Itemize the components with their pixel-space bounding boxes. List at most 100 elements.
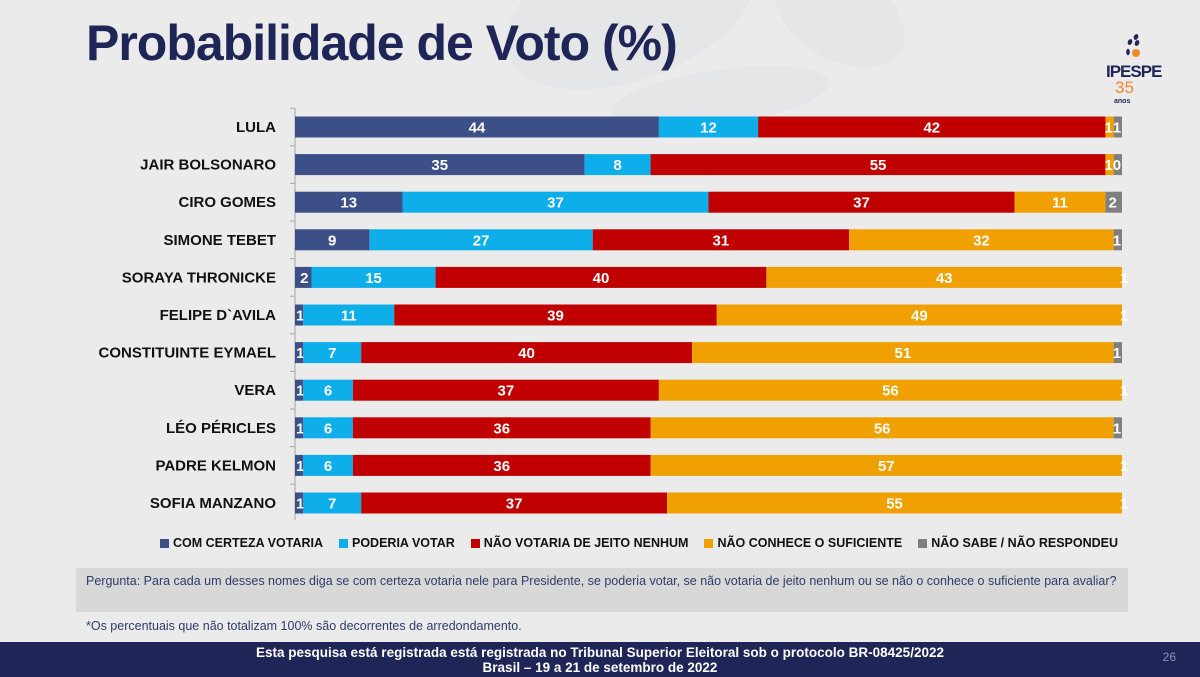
legend-swatch: [160, 538, 169, 548]
logo-years-label: anos: [1114, 98, 1131, 105]
category-label: SORAYA THRONICKE: [122, 269, 276, 286]
data-label: 1: [1113, 120, 1121, 137]
bar-segment: [1105, 191, 1122, 213]
data-label: 1: [1113, 345, 1121, 362]
bar-segment: [592, 229, 850, 251]
bar-segment: [303, 454, 353, 476]
legend-item: NÃO SABE / NÃO RESPONDEU: [918, 536, 1118, 550]
bar-segment: [650, 454, 1122, 476]
footer-date: Brasil – 19 a 21 de setembro de 2022: [482, 660, 718, 675]
category-label: CIRO GOMES: [178, 194, 276, 211]
data-label: 55: [886, 496, 903, 513]
category-label: PADRE KELMON: [155, 457, 276, 474]
bar-segment: [352, 417, 651, 439]
data-label: 1: [1120, 496, 1128, 513]
bar-segment: [1014, 191, 1106, 213]
bar-segment: [650, 154, 1106, 176]
legend-swatch: [339, 538, 348, 548]
survey-question: Pergunta: Para cada um desses nomes diga…: [76, 568, 1128, 612]
data-label: 57: [878, 458, 895, 475]
data-label: 32: [973, 232, 990, 249]
data-label: 1: [1113, 420, 1121, 437]
logo-years: 35: [1115, 78, 1134, 97]
category-label: SIMONE TEBET: [163, 232, 276, 249]
bar-segment: [295, 229, 370, 251]
data-label: 1: [296, 383, 304, 400]
data-label: 15: [365, 270, 382, 287]
data-label: 31: [713, 232, 730, 249]
bar-segment: [352, 379, 659, 401]
bar-segment: [1105, 154, 1114, 176]
data-label: 2: [300, 270, 308, 287]
bar-segment: [691, 342, 1114, 364]
legend-label: COM CERTEZA VOTARIA: [173, 536, 323, 550]
bar-segment: [295, 154, 585, 176]
bar-segment: [311, 266, 436, 288]
data-label: 55: [870, 157, 887, 174]
category-label: LULA: [236, 119, 276, 136]
bar-segment: [295, 492, 304, 514]
bar-segment: [352, 454, 651, 476]
data-label: 1: [1113, 232, 1121, 249]
data-label: 6: [324, 420, 332, 437]
data-label: 1: [1120, 458, 1128, 475]
bar-segment: [295, 342, 304, 364]
bar-segment: [295, 191, 403, 213]
data-label: 6: [324, 458, 332, 475]
data-label: 11: [341, 308, 357, 325]
legend-swatch: [704, 538, 714, 548]
data-label: 56: [874, 420, 891, 437]
data-label: 2: [1109, 195, 1117, 212]
data-label: 42: [923, 120, 940, 137]
bar-segment: [758, 116, 1106, 138]
category-label: SOFIA MANZANO: [150, 495, 276, 512]
category-label: LÉO PÉRICLES: [166, 420, 276, 437]
bar-segment: [766, 266, 1122, 288]
data-label: 51: [895, 345, 912, 362]
data-label: 49: [911, 308, 928, 325]
legend-swatch: [918, 538, 928, 548]
data-label: 40: [593, 270, 610, 287]
bar-segment: [1105, 116, 1114, 138]
legend-label: NÃO VOTARIA DE JEITO NENHUM: [483, 536, 689, 550]
data-label: 1: [1120, 270, 1128, 287]
bar-segment: [303, 379, 353, 401]
bar-segment: [303, 342, 362, 364]
footnote: *Os percentuais que não totalizam 100% s…: [86, 619, 522, 633]
legend-item: PODERIA VOTAR: [339, 536, 455, 550]
legend-item: COM CERTEZA VOTARIA: [160, 536, 323, 550]
bar-segment: [584, 154, 651, 176]
bar-segment: [1113, 229, 1122, 251]
bar-segment: [667, 492, 1122, 514]
data-label: 37: [853, 195, 870, 212]
bar-segment: [402, 191, 709, 213]
data-label: 1: [296, 496, 304, 513]
bar-segment: [303, 304, 395, 326]
category-label: FELIPE D`AVILA: [160, 307, 277, 324]
bar-segment: [849, 229, 1114, 251]
category-label: VERA: [234, 382, 276, 399]
data-label: 12: [700, 120, 717, 137]
page-number: 26: [1162, 650, 1176, 664]
data-label: 1: [296, 420, 304, 437]
data-label: 36: [493, 420, 510, 437]
bar-segment: [361, 342, 692, 364]
data-label: 1: [1120, 308, 1128, 325]
bar-segment: [1113, 116, 1122, 138]
data-label: 7: [328, 496, 336, 513]
data-label: 35: [431, 157, 448, 174]
legend-label: PODERIA VOTAR: [352, 536, 455, 550]
legend-item: NÃO CONHECE O SUFICIENTE: [704, 536, 902, 550]
bar-segment: [708, 191, 1015, 213]
bar-segment: [658, 379, 1122, 401]
bar-segment: [295, 304, 304, 326]
data-label: 8: [613, 157, 621, 174]
data-label: 1: [1104, 120, 1112, 137]
bar-segment: [650, 417, 1114, 439]
bar-segment: [303, 417, 353, 439]
data-label: 40: [518, 345, 535, 362]
bar-segment: [435, 266, 767, 288]
bar-segment: [369, 229, 593, 251]
bar-segment: [295, 116, 659, 138]
data-label: 44: [469, 120, 486, 137]
